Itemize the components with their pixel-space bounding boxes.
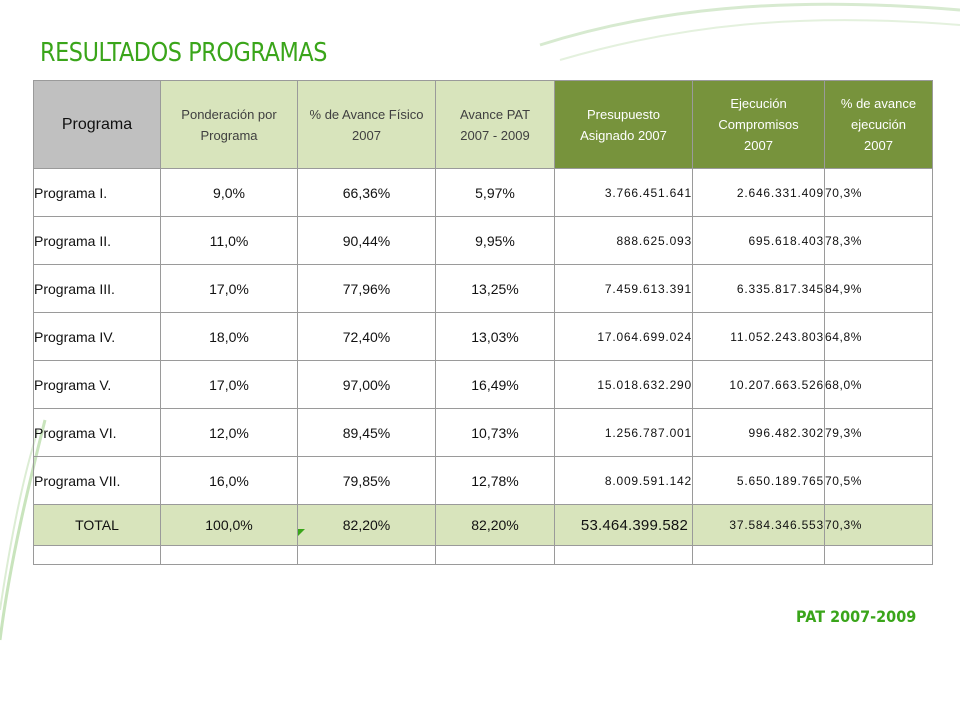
empty-cell xyxy=(435,545,555,565)
table-row: Programa II. 11,0% 90,44% 9,95% 888.625.… xyxy=(33,216,933,265)
cell-presupuesto: 3.766.451.641 xyxy=(554,168,693,217)
header-programa: Programa xyxy=(33,80,161,169)
table-row: Programa III. 17,0% 77,96% 13,25% 7.459.… xyxy=(33,264,933,313)
cell-pct-ejecucion: 64,8% xyxy=(824,312,933,361)
cell-comment-marker xyxy=(298,529,305,536)
cell-pct-ejecucion: 79,3% xyxy=(824,408,933,457)
cell-programa: Programa VI. xyxy=(33,408,161,457)
cell-ponderacion: 12,0% xyxy=(160,408,298,457)
cell-pct-ejecucion: 84,9% xyxy=(824,264,933,313)
results-table: Programa Ponderación por Programa % de A… xyxy=(33,80,933,565)
table-row: Programa VII. 16,0% 79,85% 12,78% 8.009.… xyxy=(33,456,933,505)
cell-programa: Programa II. xyxy=(33,216,161,265)
total-label: TOTAL xyxy=(33,504,161,546)
total-ponderacion: 100,0% xyxy=(160,504,298,546)
cell-presupuesto: 15.018.632.290 xyxy=(554,360,693,409)
cell-programa: Programa V. xyxy=(33,360,161,409)
cell-avance-fisico: 97,00% xyxy=(297,360,436,409)
header-avance-pat: Avance PAT 2007 - 2009 xyxy=(435,80,555,169)
empty-cell xyxy=(692,545,825,565)
cell-presupuesto: 7.459.613.391 xyxy=(554,264,693,313)
cell-pct-ejecucion: 68,0% xyxy=(824,360,933,409)
cell-avance-pat: 12,78% xyxy=(435,456,555,505)
total-ejecucion: 37.584.346.553 xyxy=(692,504,825,546)
cell-ejecucion: 10.207.663.526 xyxy=(692,360,825,409)
total-avance-pat: 82,20% xyxy=(435,504,555,546)
empty-cell xyxy=(160,545,298,565)
cell-ejecucion: 6.335.817.345 xyxy=(692,264,825,313)
cell-presupuesto: 17.064.699.024 xyxy=(554,312,693,361)
cell-avance-pat: 10,73% xyxy=(435,408,555,457)
table-row: Programa IV. 18,0% 72,40% 13,03% 17.064.… xyxy=(33,312,933,361)
cell-avance-pat: 5,97% xyxy=(435,168,555,217)
cell-avance-pat: 9,95% xyxy=(435,216,555,265)
empty-row xyxy=(33,545,933,565)
header-pct-ejecucion: % de avance ejecución 2007 xyxy=(824,80,933,169)
header-avance-fisico: % de Avance Físico 2007 xyxy=(297,80,436,169)
cell-avance-pat: 13,03% xyxy=(435,312,555,361)
empty-cell xyxy=(297,545,436,565)
cell-avance-fisico: 90,44% xyxy=(297,216,436,265)
cell-ejecucion: 2.646.331.409 xyxy=(692,168,825,217)
cell-pct-ejecucion: 70,5% xyxy=(824,456,933,505)
total-avance-fisico: 82,20% xyxy=(297,504,436,546)
header-ponderacion: Ponderación por Programa xyxy=(160,80,298,169)
total-row: TOTAL 100,0% 82,20% 82,20% 53.464.399.58… xyxy=(33,504,933,546)
cell-programa: Programa IV. xyxy=(33,312,161,361)
cell-avance-fisico: 77,96% xyxy=(297,264,436,313)
table-row: Programa V. 17,0% 97,00% 16,49% 15.018.6… xyxy=(33,360,933,409)
cell-ponderacion: 9,0% xyxy=(160,168,298,217)
cell-ponderacion: 18,0% xyxy=(160,312,298,361)
cell-ponderacion: 16,0% xyxy=(160,456,298,505)
cell-pct-ejecucion: 70,3% xyxy=(824,168,933,217)
empty-cell xyxy=(554,545,693,565)
cell-presupuesto: 888.625.093 xyxy=(554,216,693,265)
cell-avance-fisico: 66,36% xyxy=(297,168,436,217)
cell-avance-fisico: 72,40% xyxy=(297,312,436,361)
cell-presupuesto: 8.009.591.142 xyxy=(554,456,693,505)
cell-ponderacion: 17,0% xyxy=(160,360,298,409)
cell-avance-pat: 16,49% xyxy=(435,360,555,409)
empty-cell xyxy=(33,545,161,565)
cell-programa: Programa I. xyxy=(33,168,161,217)
cell-avance-fisico: 89,45% xyxy=(297,408,436,457)
table-row: Programa VI. 12,0% 89,45% 10,73% 1.256.7… xyxy=(33,408,933,457)
cell-presupuesto: 1.256.787.001 xyxy=(554,408,693,457)
cell-programa: Programa VII. xyxy=(33,456,161,505)
footer-label: PAT 2007-2009 xyxy=(796,607,917,626)
total-pct-ejecucion: 70,3% xyxy=(824,504,933,546)
cell-ejecucion: 695.618.403 xyxy=(692,216,825,265)
empty-cell xyxy=(824,545,933,565)
cell-ponderacion: 11,0% xyxy=(160,216,298,265)
page-title: RESULTADOS PROGRAMAS xyxy=(40,38,327,68)
table-row: Programa I. 9,0% 66,36% 5,97% 3.766.451.… xyxy=(33,168,933,217)
header-presupuesto: Presupuesto Asignado 2007 xyxy=(554,80,693,169)
cell-avance-fisico: 79,85% xyxy=(297,456,436,505)
cell-ponderacion: 17,0% xyxy=(160,264,298,313)
total-presupuesto: 53.464.399.582 xyxy=(554,504,693,546)
cell-avance-pat: 13,25% xyxy=(435,264,555,313)
cell-ejecucion: 11.052.243.803 xyxy=(692,312,825,361)
cell-ejecucion: 996.482.302 xyxy=(692,408,825,457)
cell-ejecucion: 5.650.189.765 xyxy=(692,456,825,505)
cell-pct-ejecucion: 78,3% xyxy=(824,216,933,265)
header-ejecucion: Ejecución Compromisos 2007 xyxy=(692,80,825,169)
cell-programa: Programa III. xyxy=(33,264,161,313)
